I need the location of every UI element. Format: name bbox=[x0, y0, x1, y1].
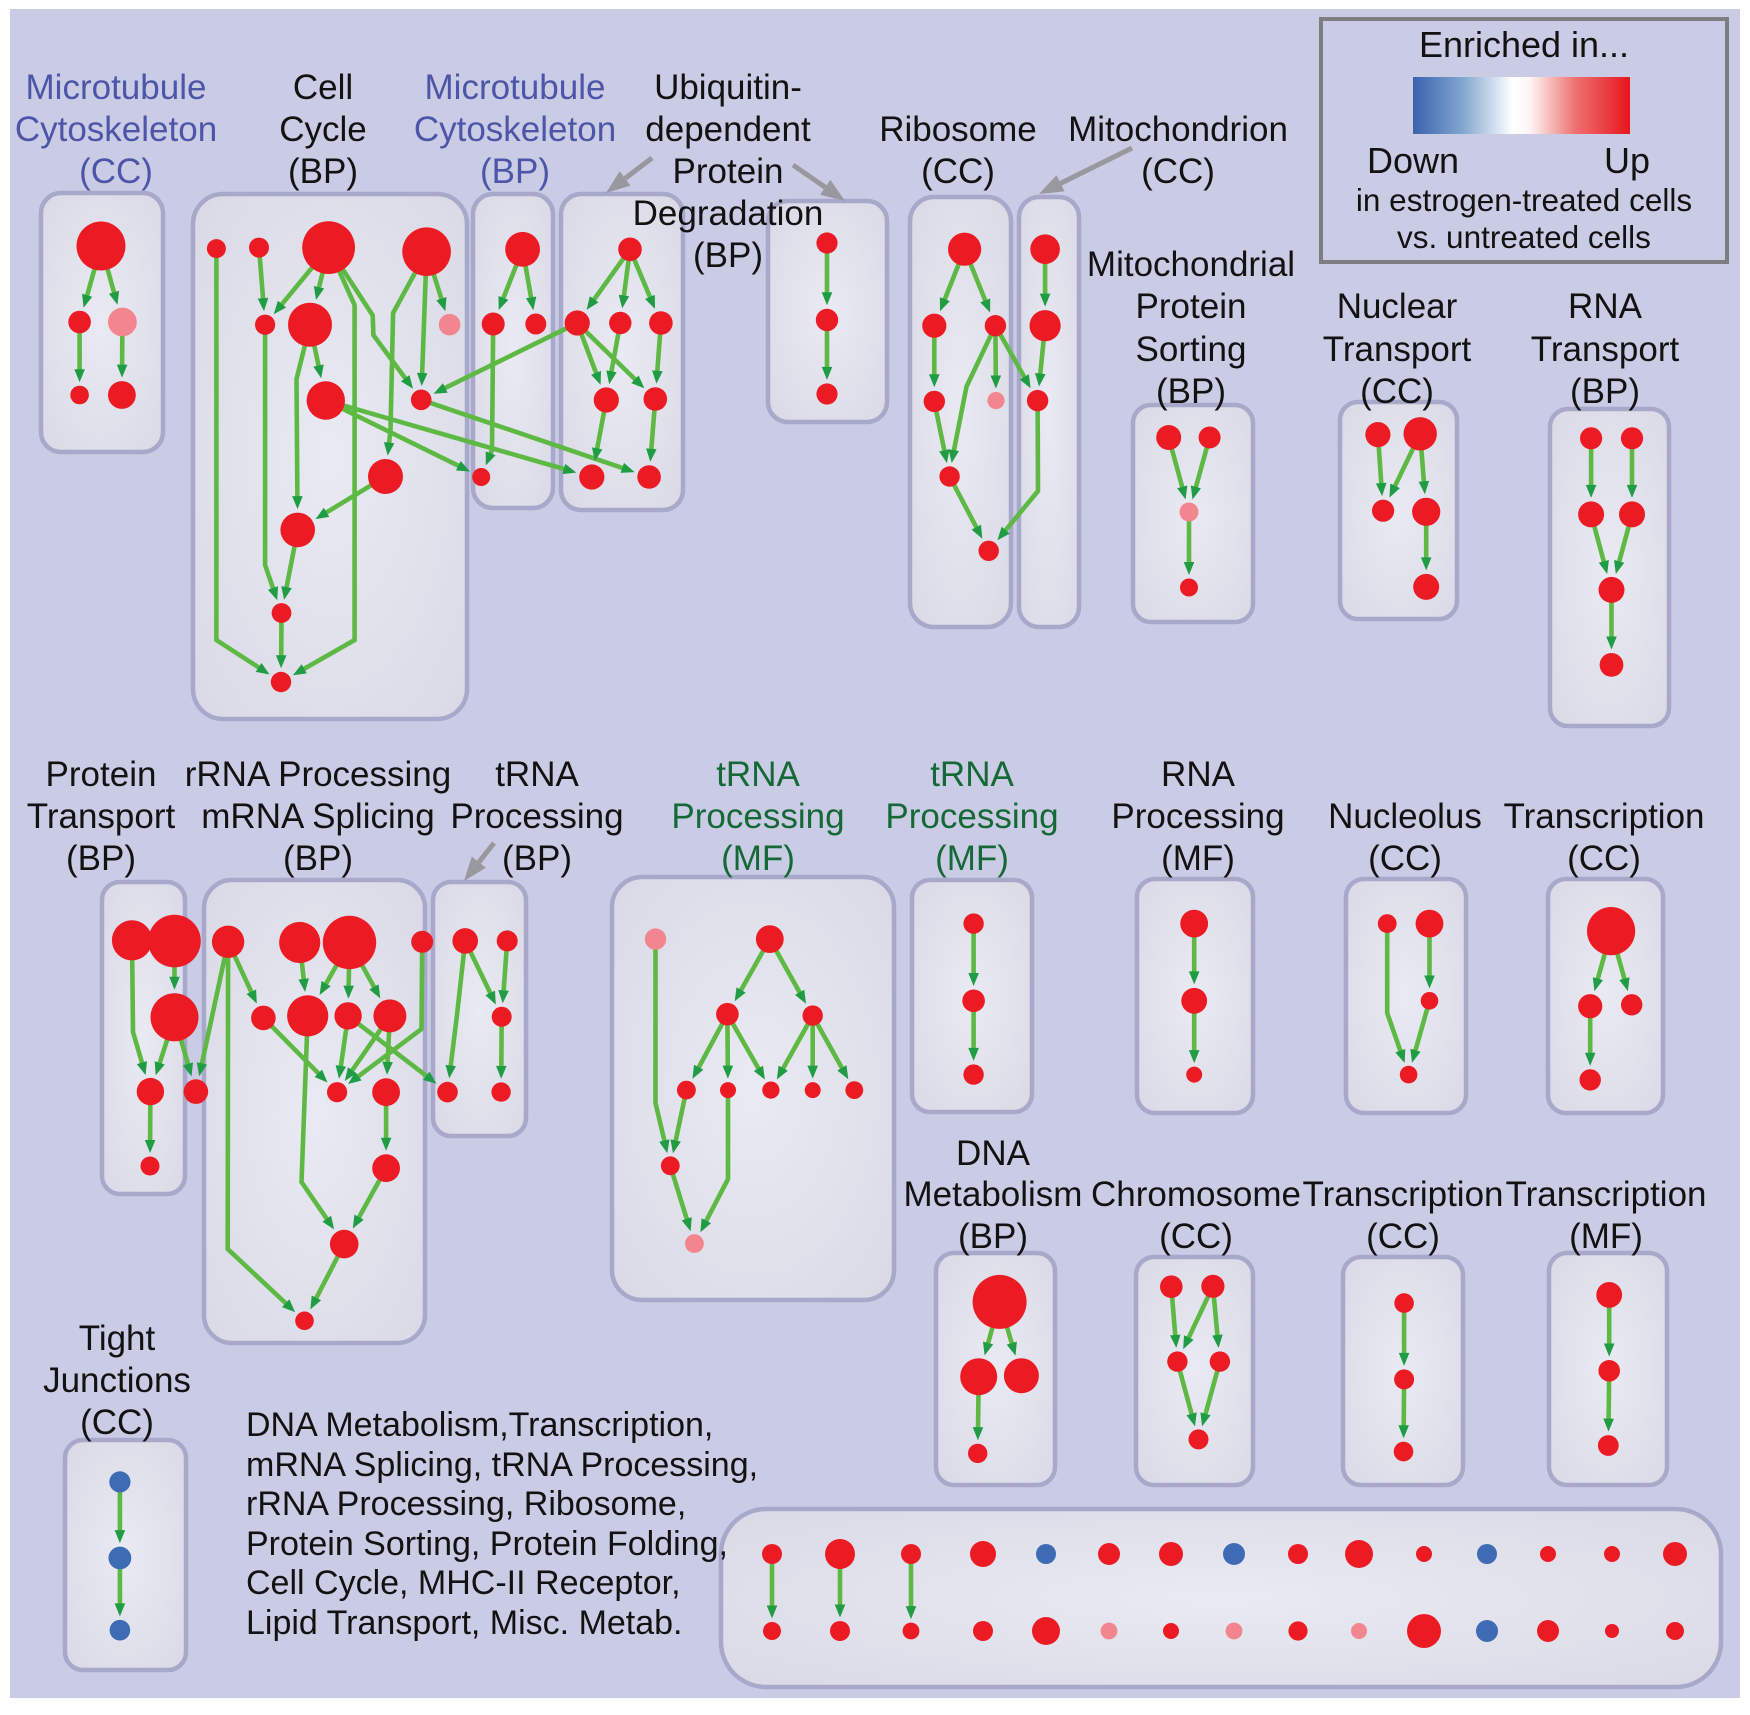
svg-text:Enriched in...: Enriched in... bbox=[1419, 24, 1629, 65]
svg-text:Cycle: Cycle bbox=[279, 110, 367, 149]
svg-text:Cell: Cell bbox=[293, 68, 353, 107]
svg-text:Up: Up bbox=[1604, 140, 1650, 181]
svg-text:Tight: Tight bbox=[79, 1319, 156, 1358]
svg-text:(MF): (MF) bbox=[1569, 1217, 1643, 1256]
svg-text:Protein: Protein bbox=[673, 152, 784, 191]
svg-text:(CC): (CC) bbox=[1368, 839, 1442, 878]
svg-text:Cytoskeleton: Cytoskeleton bbox=[414, 110, 616, 149]
svg-text:(CC): (CC) bbox=[1159, 1217, 1233, 1256]
svg-text:in estrogen-treated cells: in estrogen-treated cells bbox=[1356, 182, 1692, 218]
svg-text:Transport: Transport bbox=[1531, 330, 1680, 369]
svg-text:vs. untreated cells: vs. untreated cells bbox=[1397, 219, 1651, 255]
svg-text:Nuclear: Nuclear bbox=[1337, 287, 1458, 326]
svg-text:DNA Metabolism,Transcription,: DNA Metabolism,Transcription, bbox=[246, 1406, 713, 1444]
svg-text:Sorting: Sorting bbox=[1136, 330, 1247, 369]
svg-text:(MF): (MF) bbox=[935, 839, 1009, 878]
svg-text:Microtubule: Microtubule bbox=[26, 68, 207, 107]
svg-text:(BP): (BP) bbox=[288, 152, 358, 191]
svg-text:(CC): (CC) bbox=[1141, 152, 1215, 191]
svg-text:Protein: Protein bbox=[46, 755, 157, 794]
svg-text:(BP): (BP) bbox=[1156, 372, 1226, 411]
svg-text:Processing: Processing bbox=[450, 797, 623, 836]
svg-text:dependent: dependent bbox=[645, 110, 811, 149]
svg-text:Cytoskeleton: Cytoskeleton bbox=[15, 110, 217, 149]
svg-text:(BP): (BP) bbox=[958, 1217, 1028, 1256]
svg-text:(CC): (CC) bbox=[1567, 839, 1641, 878]
svg-text:(CC): (CC) bbox=[921, 152, 995, 191]
svg-text:tRNA: tRNA bbox=[716, 755, 800, 794]
svg-text:Transcription: Transcription bbox=[1303, 1175, 1504, 1214]
svg-text:tRNA: tRNA bbox=[495, 755, 579, 794]
svg-text:Processing: Processing bbox=[671, 797, 844, 836]
svg-text:Nucleolus: Nucleolus bbox=[1328, 797, 1482, 836]
svg-text:(CC): (CC) bbox=[1366, 1217, 1440, 1256]
svg-text:Ubiquitin-: Ubiquitin- bbox=[654, 68, 802, 107]
svg-text:(MF): (MF) bbox=[1161, 839, 1235, 878]
svg-text:(BP): (BP) bbox=[693, 236, 763, 275]
svg-text:Processing: Processing bbox=[885, 797, 1058, 836]
svg-text:rRNA Processing: rRNA Processing bbox=[185, 755, 451, 794]
svg-text:RNA: RNA bbox=[1568, 287, 1643, 326]
svg-text:Transport: Transport bbox=[1323, 330, 1472, 369]
svg-text:Lipid Transport, Misc. Metab.: Lipid Transport, Misc. Metab. bbox=[246, 1604, 683, 1642]
svg-text:Microtubule: Microtubule bbox=[425, 68, 606, 107]
svg-text:Degradation: Degradation bbox=[633, 194, 824, 233]
svg-text:(MF): (MF) bbox=[721, 839, 795, 878]
svg-text:Mitochondrion: Mitochondrion bbox=[1068, 110, 1288, 149]
svg-text:(CC): (CC) bbox=[1360, 372, 1434, 411]
svg-text:rRNA Processing, Ribosome,: rRNA Processing, Ribosome, bbox=[246, 1485, 686, 1523]
svg-text:tRNA: tRNA bbox=[930, 755, 1014, 794]
svg-text:(BP): (BP) bbox=[1570, 372, 1640, 411]
svg-text:Ribosome: Ribosome bbox=[879, 110, 1037, 149]
svg-text:DNA: DNA bbox=[956, 1134, 1031, 1173]
svg-text:Down: Down bbox=[1367, 140, 1459, 181]
svg-text:(BP): (BP) bbox=[283, 839, 353, 878]
svg-text:(CC): (CC) bbox=[80, 1403, 154, 1442]
svg-text:Mitochondrial: Mitochondrial bbox=[1087, 245, 1295, 284]
svg-text:Transcription: Transcription bbox=[1504, 797, 1705, 836]
svg-text:Junctions: Junctions bbox=[43, 1361, 191, 1400]
svg-text:(BP): (BP) bbox=[480, 152, 550, 191]
svg-text:Metabolism: Metabolism bbox=[904, 1175, 1083, 1214]
svg-text:Processing: Processing bbox=[1111, 797, 1284, 836]
svg-text:RNA: RNA bbox=[1161, 755, 1236, 794]
svg-text:mRNA Splicing, tRNA Processing: mRNA Splicing, tRNA Processing, bbox=[246, 1446, 758, 1484]
svg-text:mRNA Splicing: mRNA Splicing bbox=[201, 797, 434, 836]
svg-text:Cell Cycle, MHC-II Receptor,: Cell Cycle, MHC-II Receptor, bbox=[246, 1564, 681, 1602]
svg-text:(CC): (CC) bbox=[79, 152, 153, 191]
svg-text:Protein: Protein bbox=[1136, 287, 1247, 326]
svg-text:(BP): (BP) bbox=[502, 839, 572, 878]
svg-text:Transcription: Transcription bbox=[1506, 1175, 1707, 1214]
svg-text:Chromosome: Chromosome bbox=[1091, 1175, 1301, 1214]
svg-text:(BP): (BP) bbox=[66, 839, 136, 878]
svg-text:Protein Sorting, Protein Foldi: Protein Sorting, Protein Folding, bbox=[246, 1525, 728, 1563]
svg-text:Transport: Transport bbox=[27, 797, 176, 836]
